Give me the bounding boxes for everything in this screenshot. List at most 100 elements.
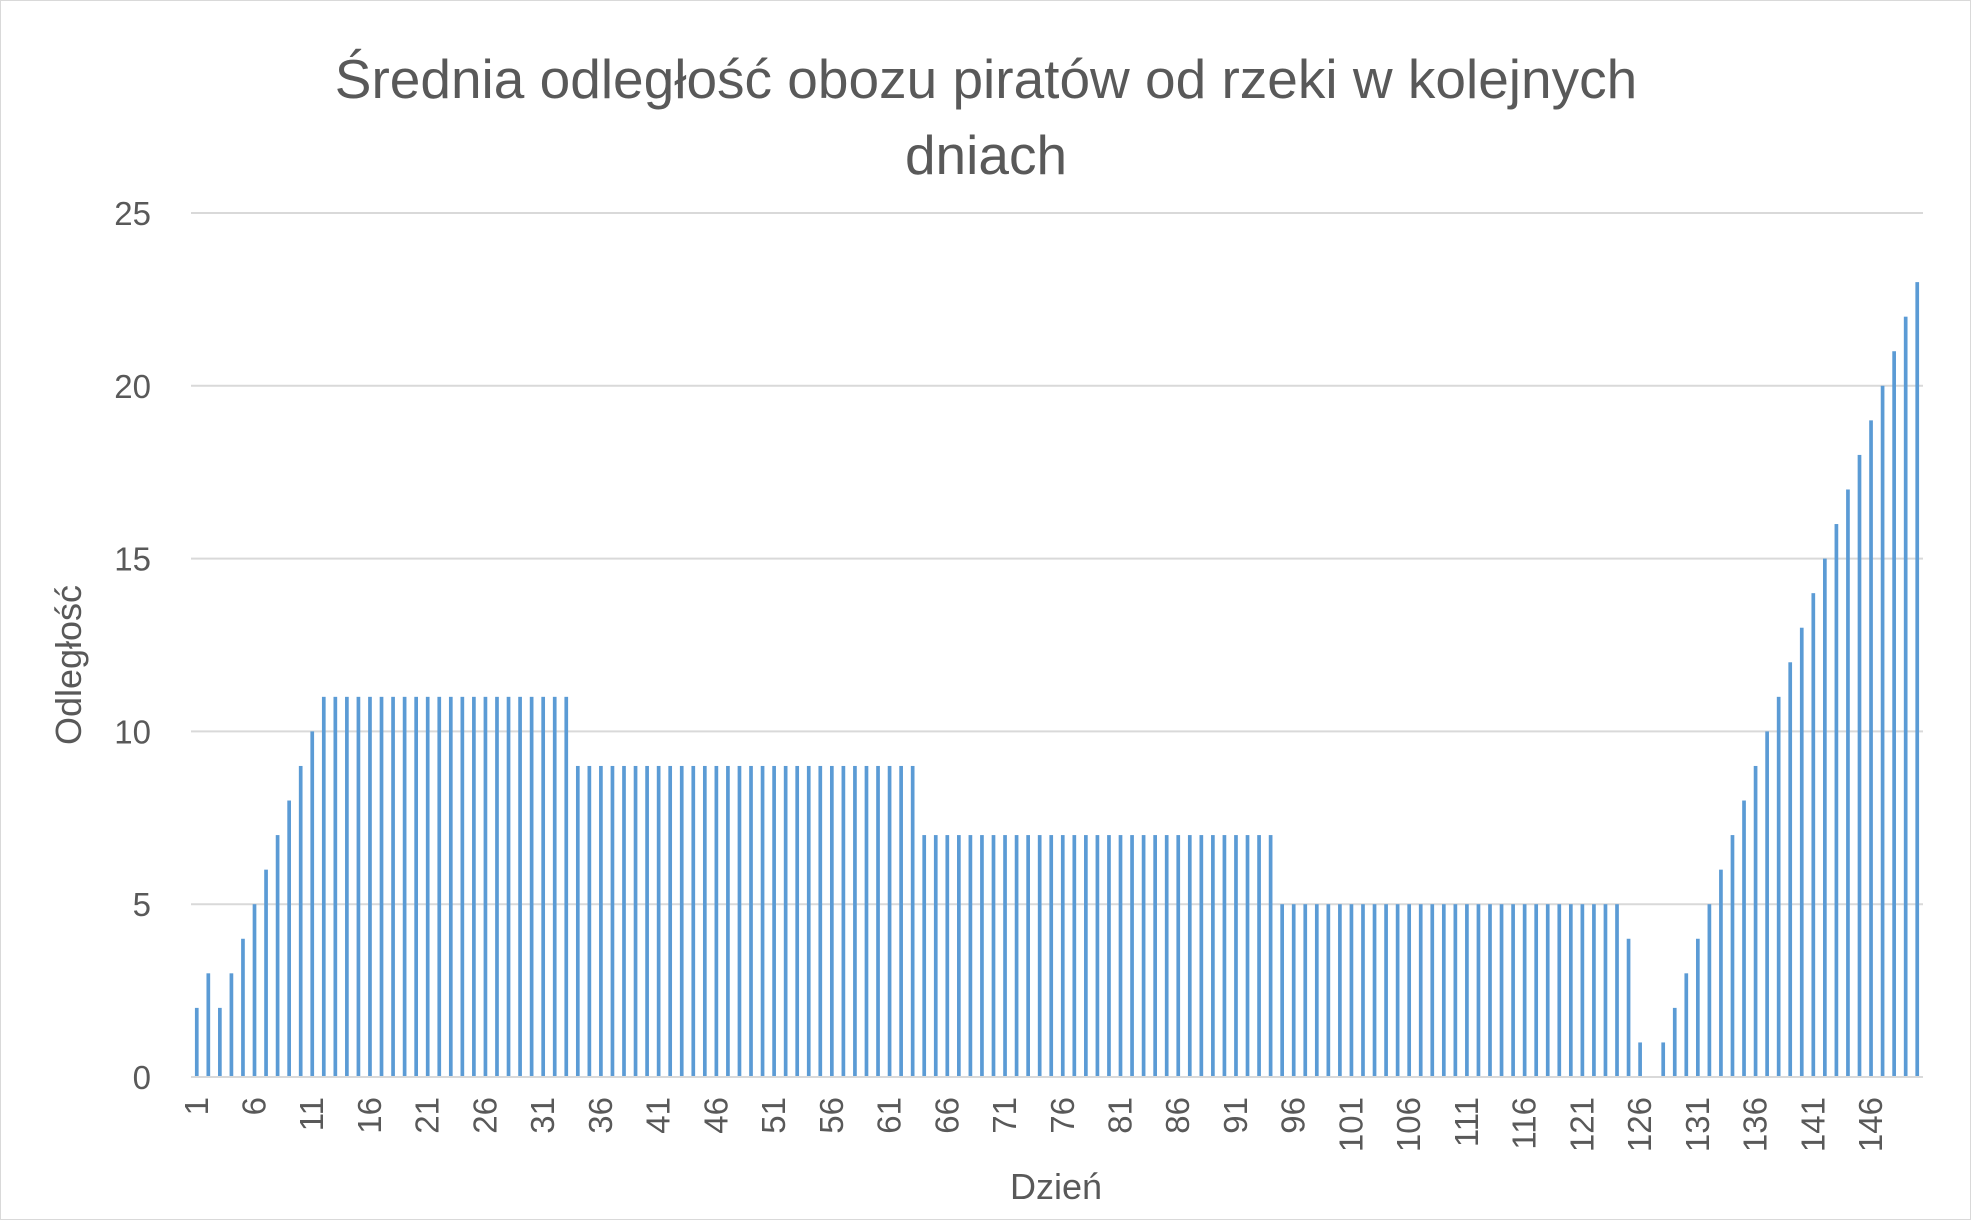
y-tick-label: 5: [133, 886, 151, 923]
y-tick-label: 15: [114, 541, 151, 578]
x-tick-label: 21: [409, 1097, 446, 1134]
bar: [1164, 835, 1169, 1077]
bar: [726, 765, 730, 1077]
bar: [287, 800, 291, 1077]
bar: [1915, 282, 1920, 1077]
bar: [1788, 662, 1793, 1077]
bar: [1280, 904, 1285, 1077]
bar: [1222, 835, 1227, 1077]
bar: [1107, 835, 1111, 1077]
bar: [1349, 904, 1354, 1077]
bar: [749, 765, 753, 1077]
x-tick-label: 76: [1044, 1097, 1081, 1134]
x-tick-label: 16: [351, 1097, 388, 1134]
x-tick-label: 126: [1621, 1097, 1658, 1152]
bar: [1834, 524, 1839, 1077]
x-tick-label: 41: [640, 1097, 677, 1134]
x-tick-label: 31: [524, 1097, 561, 1134]
bar: [1326, 904, 1331, 1077]
bar: [645, 765, 649, 1077]
bar: [783, 765, 788, 1077]
y-tick-label: 20: [114, 368, 151, 405]
x-tick-label: 61: [871, 1097, 908, 1134]
y-tick-label: 10: [114, 713, 151, 750]
bar: [1176, 835, 1181, 1077]
bar: [529, 696, 534, 1077]
x-tick-label: 116: [1506, 1097, 1543, 1150]
bar: [1880, 385, 1885, 1077]
bar: [1592, 904, 1596, 1077]
bar: [1084, 835, 1088, 1077]
x-axis-tick-labels: 1 6 11 16 21 26 31 36 41 46 51 56 61 66 71 76 81 86 91 96 10…: [178, 1097, 1889, 1152]
bar: [298, 765, 303, 1077]
bar: [1130, 835, 1134, 1077]
bar: [472, 696, 476, 1077]
bar: [1291, 904, 1296, 1077]
x-tick-label: 6: [236, 1097, 273, 1115]
bar: [1603, 904, 1608, 1077]
x-tick-label: 81: [1102, 1097, 1139, 1134]
x-tick-label: 71: [986, 1097, 1023, 1134]
bar: [968, 835, 973, 1077]
bar: [910, 765, 915, 1077]
bar: [1869, 420, 1873, 1077]
bar: [1141, 835, 1146, 1077]
bar: [1776, 696, 1781, 1077]
bar: [668, 765, 673, 1077]
bar: [1245, 835, 1250, 1077]
bar: [483, 696, 488, 1077]
bar: [575, 765, 580, 1077]
chart-title-line-2: dniach: [905, 124, 1067, 186]
bar: [275, 835, 280, 1077]
bar: [1303, 904, 1308, 1077]
bar: [1753, 765, 1758, 1077]
bar: [1095, 835, 1100, 1077]
bar: [1765, 731, 1769, 1077]
bar: [691, 765, 696, 1077]
bar: [264, 869, 268, 1077]
bar: [633, 765, 638, 1077]
bar: [737, 765, 742, 1077]
x-tick-label: 66: [928, 1097, 965, 1134]
bar: [829, 765, 834, 1077]
bar: [933, 835, 938, 1077]
bar: [887, 765, 892, 1077]
x-tick-label: 1: [178, 1097, 215, 1115]
bar: [368, 696, 372, 1077]
bar: [460, 696, 465, 1077]
bar: [1903, 316, 1908, 1077]
x-tick-label: 136: [1737, 1097, 1774, 1152]
x-tick-label: 86: [1159, 1097, 1196, 1134]
bar: [333, 696, 338, 1077]
bar: [1361, 904, 1365, 1077]
bar: [1476, 904, 1481, 1077]
x-tick-label: 141: [1794, 1097, 1831, 1152]
bar: [552, 696, 557, 1077]
bar: [760, 765, 765, 1077]
y-tick-label: 25: [114, 195, 151, 232]
bar: [1892, 351, 1896, 1077]
bar: [1187, 835, 1192, 1077]
bar: [1857, 454, 1862, 1077]
bar: [1534, 904, 1539, 1077]
x-tick-label: 56: [813, 1097, 850, 1134]
bar: [495, 696, 499, 1077]
bar: [1014, 835, 1019, 1077]
bar: [345, 696, 349, 1077]
bar: [1199, 835, 1204, 1077]
bar: [506, 696, 511, 1077]
x-tick-label: 111: [1448, 1097, 1485, 1147]
bar: [1811, 593, 1816, 1077]
bar: [564, 696, 569, 1077]
x-tick-label: 106: [1390, 1097, 1427, 1152]
x-tick-label: 36: [582, 1097, 619, 1134]
x-tick-label: 51: [755, 1097, 792, 1134]
bar: [1430, 904, 1435, 1077]
bar: [853, 765, 857, 1077]
bar: [1268, 835, 1273, 1077]
bar: [1742, 800, 1746, 1077]
bar: [876, 765, 880, 1077]
bar: [610, 765, 615, 1077]
